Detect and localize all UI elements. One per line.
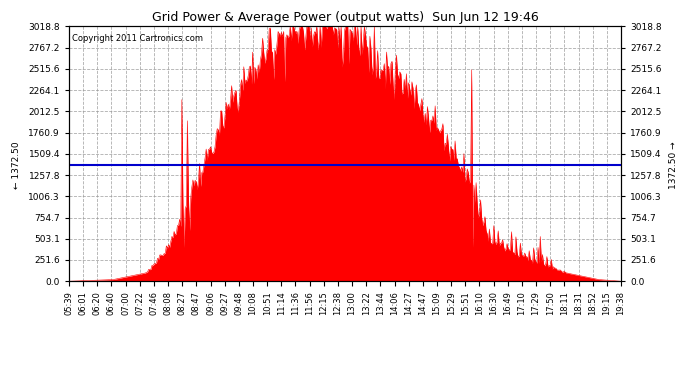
Text: Copyright 2011 Cartronics.com: Copyright 2011 Cartronics.com	[72, 34, 203, 43]
Title: Grid Power & Average Power (output watts)  Sun Jun 12 19:46: Grid Power & Average Power (output watts…	[152, 11, 538, 24]
Text: ← 1372.50: ← 1372.50	[12, 141, 21, 189]
Text: 1372.50 →: 1372.50 →	[669, 141, 678, 189]
